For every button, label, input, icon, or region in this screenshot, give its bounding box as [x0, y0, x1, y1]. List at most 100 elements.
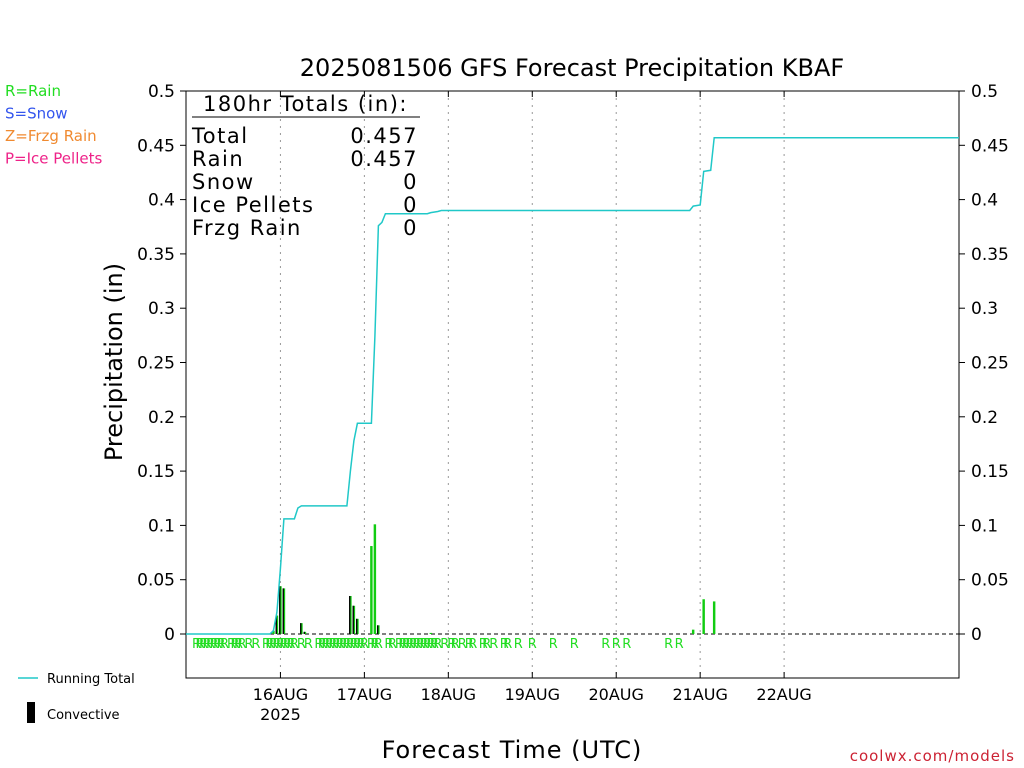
- convective-precip-bars: [275, 586, 379, 634]
- ptype-marker: R: [332, 637, 341, 652]
- ptype-marker: R: [209, 637, 218, 652]
- ptype-marker: R: [227, 637, 236, 652]
- totals-label: Rain: [192, 147, 244, 171]
- convective-bar: [356, 618, 358, 634]
- convective-legend-label: Convective: [47, 708, 120, 723]
- convective-bar: [352, 605, 354, 634]
- totals-value: 0: [403, 216, 418, 240]
- totals-value: 0.457: [350, 124, 418, 148]
- ptype-marker: R: [395, 637, 404, 652]
- y-tick-label: 0.5: [148, 82, 175, 102]
- y-tick-label: 0: [164, 625, 175, 645]
- y-axis-left: 0 0.05 0.1 0.15 0.2 0.25 0.3 0.35 0.4 0.45 0.5: [137, 82, 186, 645]
- y-tick-label-right: 0: [971, 625, 982, 645]
- y-tick-label: 0.35: [137, 245, 175, 265]
- precip-bar: [377, 625, 380, 634]
- y-tick-label-right: 0.05: [971, 571, 1009, 591]
- ptype-legend-item: Z=Frzg Rain: [5, 127, 97, 145]
- ptype-marker: R: [353, 637, 362, 652]
- y-tick-label: 0.2: [148, 408, 175, 428]
- ptype-marker: R: [549, 637, 558, 652]
- totals-label: Snow: [192, 170, 255, 194]
- ptype-marker: R: [349, 637, 358, 652]
- ptype-marker: R: [304, 637, 313, 652]
- ptype-marker: R: [388, 637, 397, 652]
- y-axis-right: 0 0.05 0.1 0.15 0.2 0.25 0.3 0.35 0.4 0.45 0.5: [959, 82, 1009, 645]
- precip-bar: [429, 632, 433, 634]
- ptype-marker: R: [251, 637, 260, 652]
- convective-bar: [275, 615, 277, 634]
- precip-bar: [272, 630, 275, 634]
- ptype-marker: R: [419, 637, 428, 652]
- totals-heading: 180hr Totals (in):: [203, 92, 408, 116]
- ptype-marker: R: [440, 637, 449, 652]
- y-tick-label: 0.15: [137, 462, 175, 482]
- x-tick-sublabel: 2025: [260, 705, 301, 724]
- x-axis-label: Forecast Time (UTC): [382, 736, 643, 764]
- ptype-marker: R: [503, 637, 512, 652]
- ptype-marker: R: [234, 637, 243, 652]
- y-tick-label: 0.25: [137, 354, 175, 374]
- ptype-marker: R: [213, 637, 222, 652]
- y-tick-label-right: 0.3: [971, 299, 998, 319]
- ptype-legend: R=Rain S=Snow Z=Frzg Rain P=Ice Pellets: [5, 82, 102, 168]
- y-tick-label-right: 0.35: [971, 245, 1009, 265]
- ptype-marker: R: [416, 637, 425, 652]
- ptype-marker: R: [412, 637, 421, 652]
- precip-bar: [702, 599, 705, 634]
- day-gridlines: [279, 91, 785, 678]
- chart-title: 2025081506 GFS Forecast Precipitation KB…: [300, 54, 844, 82]
- y-tick-label: 0.1: [148, 516, 175, 536]
- ptype-marker: R: [370, 637, 379, 652]
- convective-bar: [282, 588, 284, 634]
- ptype-marker: R: [192, 637, 201, 652]
- y-tick-label-right: 0.45: [971, 136, 1009, 156]
- running-total-legend-label: Running Total: [47, 672, 135, 687]
- y-tick-label-right: 0.5: [971, 82, 998, 102]
- ptype-marker: R: [318, 637, 327, 652]
- ptype-marker: R: [423, 637, 432, 652]
- convective-swatch: [27, 702, 35, 723]
- ptype-marker: R: [342, 637, 351, 652]
- totals-value: 0: [403, 170, 418, 194]
- ptype-marker: R: [468, 637, 477, 652]
- ptype-marker: R: [276, 637, 285, 652]
- totals-label: Total: [191, 124, 249, 148]
- ptype-marker: R: [339, 637, 348, 652]
- ptype-marker: R: [398, 637, 407, 652]
- ptype-marker: R: [314, 637, 323, 652]
- ptype-marker: R: [409, 637, 418, 652]
- convective-bar: [300, 623, 302, 634]
- ptype-marker: R: [283, 637, 292, 652]
- precip-bar: [303, 631, 307, 634]
- totals-value: 0: [403, 193, 418, 217]
- ptype-marker: R: [384, 637, 393, 652]
- ptype-marker: R: [202, 637, 211, 652]
- total-precip-bars: [272, 524, 716, 634]
- ptype-marker: R: [601, 637, 610, 652]
- precip-bar: [691, 629, 695, 634]
- y-tick-label: 0.4: [148, 191, 175, 211]
- ptype-marker: R: [489, 637, 498, 652]
- precip-bar: [300, 623, 303, 634]
- precip-bar: [712, 601, 716, 634]
- ptype-marker: R: [447, 637, 456, 652]
- x-tick-label: 22AUG: [756, 685, 811, 704]
- y-tick-label: 0.3: [148, 299, 175, 319]
- ptype-marker: R: [465, 637, 474, 652]
- convective-bar: [377, 625, 379, 634]
- ptype-marker: R: [244, 637, 253, 652]
- ptype-marker: R: [328, 637, 337, 652]
- ptype-marker: R: [216, 637, 225, 652]
- ptype-marker: R: [290, 637, 299, 652]
- ptype-marker: R: [458, 637, 467, 652]
- ptype-marker: R: [514, 637, 523, 652]
- totals-label: Frzg Rain: [192, 216, 302, 240]
- x-tick-label: 21AUG: [672, 685, 727, 704]
- precip-bar: [275, 615, 279, 634]
- ptype-legend-item: P=Ice Pellets: [5, 150, 102, 168]
- ptype-marker: R: [374, 637, 383, 652]
